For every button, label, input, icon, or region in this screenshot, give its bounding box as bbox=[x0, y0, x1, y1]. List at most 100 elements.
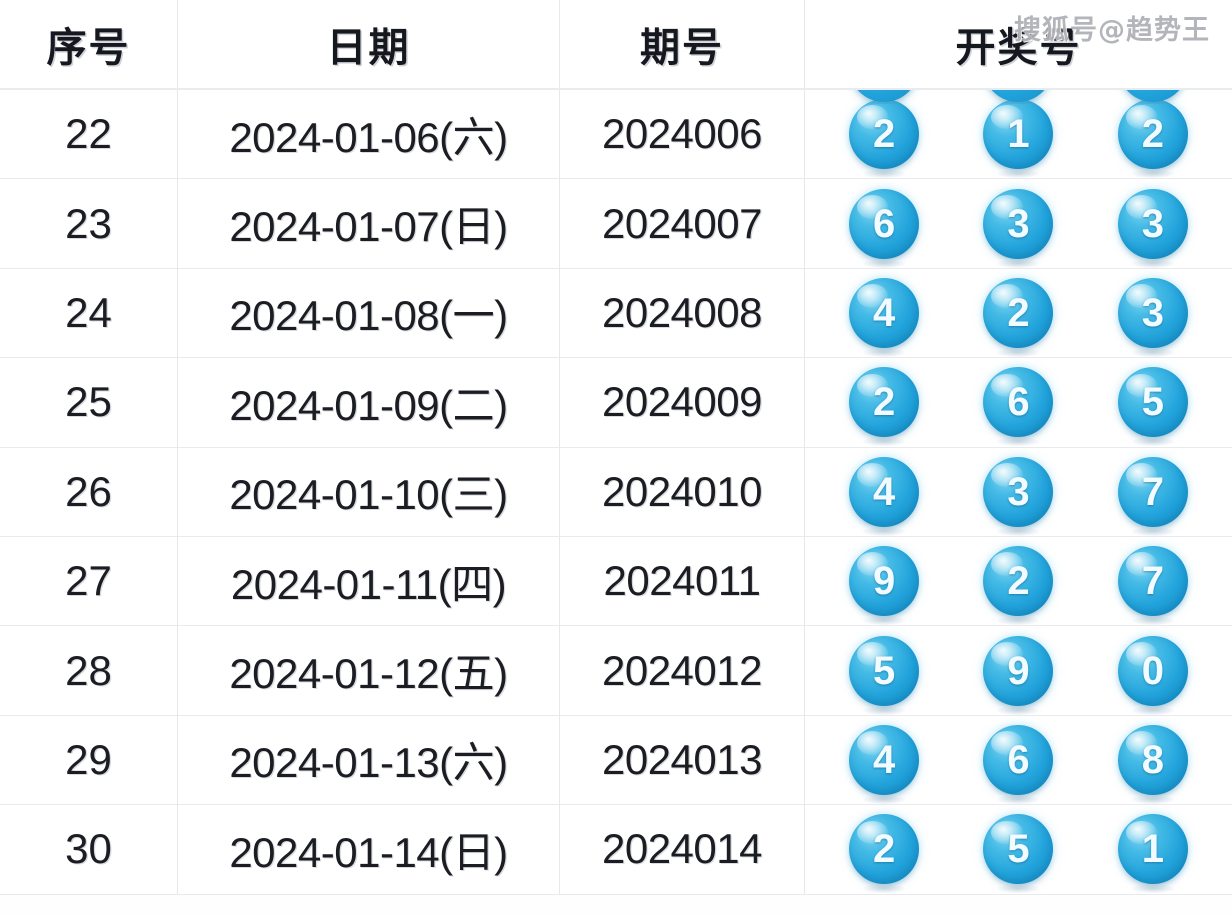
cell-date: 2024-01-07(日) bbox=[178, 179, 560, 268]
lottery-ball-number: 8 bbox=[1141, 737, 1164, 782]
table-row[interactable]: 24 2024-01-08(一) 2024008 4 2 3 bbox=[0, 268, 1232, 359]
lottery-ball: 2 bbox=[1117, 99, 1188, 170]
partial-ball bbox=[849, 90, 920, 102]
cell-issue: 2024011 bbox=[560, 536, 805, 626]
cell-draw-numbers: 2 6 5 bbox=[805, 358, 1232, 446]
lottery-ball: 6 bbox=[983, 367, 1054, 438]
lottery-ball: 4 bbox=[849, 456, 920, 527]
cell-draw-numbers: 4 2 3 bbox=[805, 269, 1232, 357]
lottery-ball: 5 bbox=[983, 814, 1054, 885]
lottery-ball-number: 4 bbox=[873, 469, 896, 514]
cell-draw-numbers: 5 9 0 bbox=[805, 626, 1232, 714]
table-row[interactable]: 29 2024-01-13(六) 2024013 4 6 8 bbox=[0, 715, 1232, 806]
lottery-ball-number: 9 bbox=[1007, 648, 1030, 693]
cell-issue: 2024006 bbox=[560, 90, 805, 179]
cell-issue: 2024008 bbox=[560, 268, 805, 358]
lottery-ball-number: 7 bbox=[1141, 559, 1164, 604]
lottery-ball-number: 5 bbox=[1007, 827, 1030, 872]
lottery-ball: 4 bbox=[849, 724, 920, 795]
lottery-ball-number: 2 bbox=[873, 827, 896, 872]
table-row[interactable]: 30 2024-01-14(日) 2024014 2 5 1 bbox=[0, 805, 1232, 895]
lottery-ball: 2 bbox=[849, 814, 920, 885]
lottery-ball-number: 3 bbox=[1007, 201, 1030, 246]
lottery-ball-number: 2 bbox=[873, 112, 896, 157]
cell-date: 2024-01-06(六) bbox=[178, 90, 560, 179]
lottery-ball-number: 2 bbox=[1141, 112, 1164, 157]
table-row[interactable]: 26 2024-01-10(三) 2024010 4 3 7 bbox=[0, 447, 1232, 537]
lottery-ball-number: 6 bbox=[1007, 737, 1030, 782]
cell-seq: 28 bbox=[0, 626, 178, 715]
cell-draw-numbers: 2 5 1 bbox=[805, 805, 1232, 893]
cell-date: 2024-01-13(六) bbox=[178, 715, 560, 805]
column-header-draw-numbers: 开奖号 bbox=[805, 0, 1232, 88]
table-row[interactable]: 25 2024-01-09(二) 2024009 2 6 5 bbox=[0, 358, 1232, 448]
lottery-ball: 2 bbox=[983, 546, 1054, 617]
cell-seq: 24 bbox=[0, 268, 178, 358]
lottery-ball: 7 bbox=[1117, 456, 1188, 527]
lottery-ball: 0 bbox=[1117, 635, 1188, 706]
lottery-ball: 2 bbox=[983, 277, 1054, 348]
column-header-seq: 序号 bbox=[0, 0, 178, 88]
cell-seq: 27 bbox=[0, 536, 178, 626]
column-header-date: 日期 bbox=[178, 0, 560, 88]
lottery-ball: 6 bbox=[849, 188, 920, 259]
cell-seq: 30 bbox=[0, 805, 178, 894]
lottery-ball: 2 bbox=[849, 367, 920, 438]
lottery-ball: 5 bbox=[849, 635, 920, 706]
lottery-ball-number: 9 bbox=[873, 559, 896, 604]
lottery-ball: 9 bbox=[983, 635, 1054, 706]
lottery-ball: 6 bbox=[983, 724, 1054, 795]
lottery-ball: 5 bbox=[1117, 367, 1188, 438]
lottery-ball-number: 2 bbox=[1007, 559, 1030, 604]
lottery-ball-number: 5 bbox=[1141, 380, 1164, 425]
cell-date: 2024-01-11(四) bbox=[178, 536, 560, 626]
lottery-ball: 1 bbox=[1117, 814, 1188, 885]
partial-ball bbox=[1117, 90, 1188, 102]
table-row[interactable]: 23 2024-01-07(日) 2024007 6 3 3 bbox=[0, 179, 1232, 269]
cell-date: 2024-01-09(二) bbox=[178, 358, 560, 447]
cell-date: 2024-01-12(五) bbox=[178, 626, 560, 715]
cell-seq: 23 bbox=[0, 179, 178, 268]
lottery-ball-number: 4 bbox=[873, 290, 896, 335]
lottery-ball-number: 2 bbox=[1007, 290, 1030, 335]
lottery-ball: 2 bbox=[849, 99, 920, 170]
lottery-ball-number: 0 bbox=[1141, 648, 1164, 693]
cell-issue: 2024014 bbox=[560, 805, 805, 894]
cell-seq: 29 bbox=[0, 715, 178, 805]
cell-issue: 2024012 bbox=[560, 626, 805, 715]
cell-issue: 2024010 bbox=[560, 447, 805, 536]
cell-seq: 26 bbox=[0, 447, 178, 536]
cell-issue: 2024009 bbox=[560, 358, 805, 447]
table-row[interactable]: 2 2 2024-01-06(六) 2024006 2 1 2 bbox=[0, 90, 1232, 180]
table-body: 22 2024-01-06(六) 2024006 2 1 2 23 2024-01-07(日)… bbox=[0, 90, 1232, 914]
cell-date: 2024-01-10(三) bbox=[178, 447, 560, 536]
lottery-ball: 8 bbox=[1117, 724, 1188, 795]
lottery-ball-number: 1 bbox=[1007, 112, 1030, 157]
cell-draw-numbers: 2 1 2 bbox=[805, 90, 1232, 178]
lottery-ball-number: 3 bbox=[1141, 290, 1164, 335]
cell-issue: 2024007 bbox=[560, 179, 805, 268]
lottery-ball-number: 3 bbox=[1141, 201, 1164, 246]
table-row[interactable]: 27 2024-01-11(四) 2024011 9 2 7 bbox=[0, 536, 1232, 627]
cell-draw-numbers: 9 2 7 bbox=[805, 537, 1232, 625]
lottery-ball-number: 6 bbox=[873, 201, 896, 246]
lottery-ball: 3 bbox=[1117, 188, 1188, 259]
cell-seq: 25 bbox=[0, 358, 178, 447]
lottery-ball-number: 4 bbox=[873, 737, 896, 782]
lottery-ball-number: 3 bbox=[1007, 469, 1030, 514]
cell-date: 2024-01-08(一) bbox=[178, 268, 560, 358]
partial-ball bbox=[983, 90, 1054, 102]
lottery-ball: 1 bbox=[983, 99, 1054, 170]
lottery-ball-number: 5 bbox=[873, 648, 896, 693]
partial-row-above bbox=[805, 90, 1232, 104]
column-header-issue: 期号 bbox=[560, 0, 805, 88]
lottery-ball: 4 bbox=[849, 277, 920, 348]
cell-draw-numbers: 4 3 7 bbox=[805, 448, 1232, 536]
lottery-ball-number: 1 bbox=[1141, 827, 1164, 872]
table-row[interactable]: 28 2024-01-12(五) 2024012 5 9 0 bbox=[0, 626, 1232, 716]
lottery-ball: 3 bbox=[1117, 277, 1188, 348]
lottery-ball-number: 7 bbox=[1141, 469, 1164, 514]
cell-issue: 2024013 bbox=[560, 715, 805, 805]
lottery-ball: 9 bbox=[849, 546, 920, 617]
